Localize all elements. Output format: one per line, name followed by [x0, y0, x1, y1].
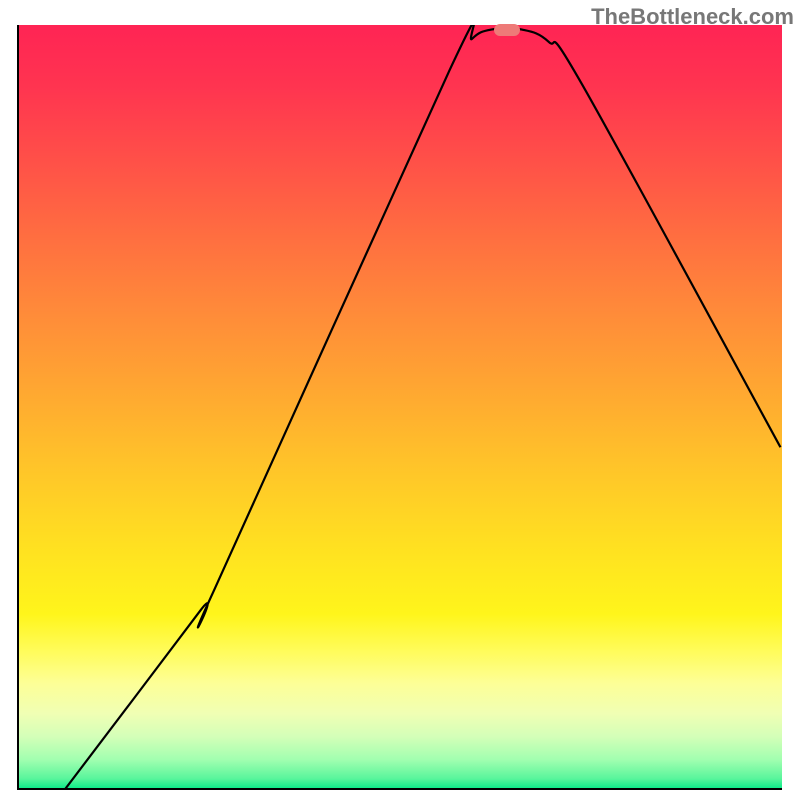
bottleneck-chart	[17, 25, 782, 790]
x-axis	[17, 788, 782, 790]
min-marker	[494, 24, 520, 36]
v-curve-path	[64, 25, 780, 790]
y-axis	[17, 25, 19, 790]
watermark-text: TheBottleneck.com	[591, 4, 794, 30]
curve-overlay	[17, 25, 782, 790]
plot-area	[17, 25, 782, 790]
